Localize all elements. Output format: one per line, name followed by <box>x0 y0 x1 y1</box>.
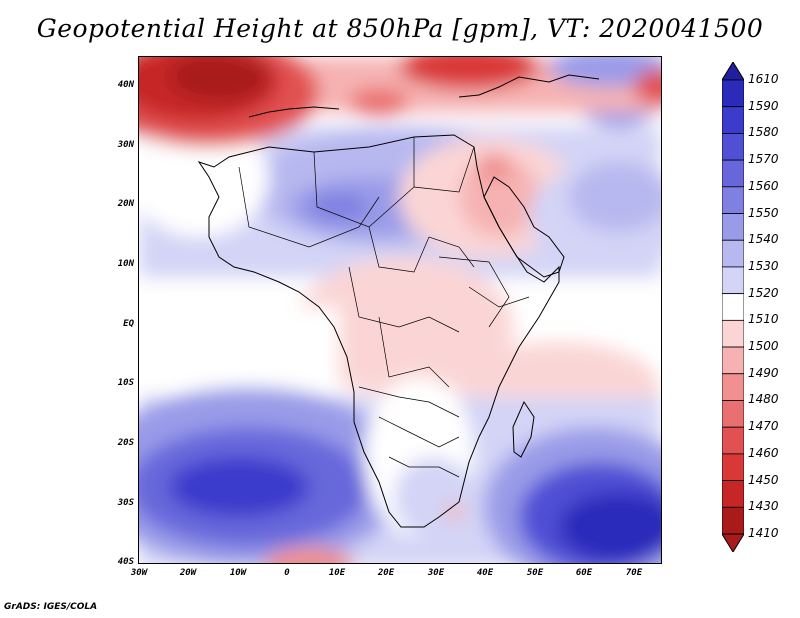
colorbar-label: 1500 <box>748 339 779 354</box>
colorbar-cell <box>722 506 744 535</box>
colorbar-bottom-arrow <box>722 533 744 552</box>
colorbar-label: 1610 <box>748 72 779 86</box>
map-plot-area <box>138 56 662 564</box>
colorbar-label: 1480 <box>748 392 779 407</box>
lon-label-10e: 10E <box>328 568 346 578</box>
lon-label-60e: 60E <box>575 568 593 578</box>
colorbar-label: 1460 <box>748 445 779 460</box>
colorbar-cell <box>722 293 744 321</box>
colorbar-cell <box>722 159 744 188</box>
lon-label-30e: 30E <box>427 568 445 578</box>
colorbar-graphic <box>722 62 744 552</box>
colorbar-label: 1540 <box>748 232 779 247</box>
colorbar-cell <box>722 346 744 375</box>
colorbar-cell <box>722 79 744 108</box>
colorbar-label: 1520 <box>748 285 779 300</box>
height-field <box>139 57 661 563</box>
lat-label-eq: EQ <box>123 319 134 329</box>
colorbar-cell <box>722 373 744 401</box>
colorbar-top-arrow <box>722 62 744 81</box>
colorbar-cell <box>722 426 744 455</box>
lat-label-30n: 30N <box>117 140 134 150</box>
colorbar-label: 1490 <box>748 365 779 380</box>
colorbar-label: 1570 <box>748 152 779 167</box>
lat-label-40s: 40S <box>117 557 134 567</box>
colorbar-cell <box>722 106 744 134</box>
colorbar-cell <box>722 133 744 161</box>
lat-label-20s: 20S <box>117 438 134 448</box>
height-contours <box>139 57 661 563</box>
coastlines <box>197 74 600 528</box>
lon-label-20e: 20E <box>377 568 395 578</box>
lon-label-0: 0 <box>284 568 290 578</box>
lon-label-40e: 40E <box>476 568 494 578</box>
lon-label-50e: 50E <box>526 568 544 578</box>
colorbar-cell <box>722 213 744 241</box>
credit-text: GrADS: IGES/COLA <box>4 602 98 612</box>
colorbar-label: 1530 <box>748 258 779 273</box>
colorbar-label: 1550 <box>748 205 779 220</box>
lon-label-10w: 10W <box>229 568 247 578</box>
colorbar-label: 1470 <box>748 419 779 434</box>
country-borders <box>238 137 530 478</box>
lat-label-30s: 30S <box>117 498 134 508</box>
colorbar-label: 1430 <box>748 499 779 514</box>
colorbar-label: 1560 <box>748 178 779 193</box>
colorbar-cell <box>722 239 744 268</box>
colorbar-label: 1410 <box>748 526 779 540</box>
lat-label-20n: 20N <box>117 199 134 209</box>
colorbar-label: 1580 <box>748 125 779 140</box>
colorbar-cell <box>722 266 744 295</box>
colorbar-cell <box>722 319 744 348</box>
colorbar-label: 1450 <box>748 472 779 487</box>
colorbar-label: 1510 <box>748 312 779 327</box>
colorbar-label: 1590 <box>748 98 779 113</box>
colorbar-cell <box>722 480 744 508</box>
colorbar-cell <box>722 400 744 428</box>
lon-label-30w: 30W <box>130 568 148 578</box>
lat-label-40n: 40N <box>117 80 134 90</box>
lat-label-10s: 10S <box>117 378 134 388</box>
lon-label-70e: 70E <box>625 568 643 578</box>
colorbar-cell <box>722 186 744 214</box>
map-title: Geopotential Height at 850hPa [gpm], VT:… <box>36 14 764 43</box>
lat-label-10n: 10N <box>117 259 134 269</box>
colorbar-cells <box>722 79 744 535</box>
lon-label-20w: 20W <box>179 568 197 578</box>
colorbar-cell <box>722 453 744 481</box>
